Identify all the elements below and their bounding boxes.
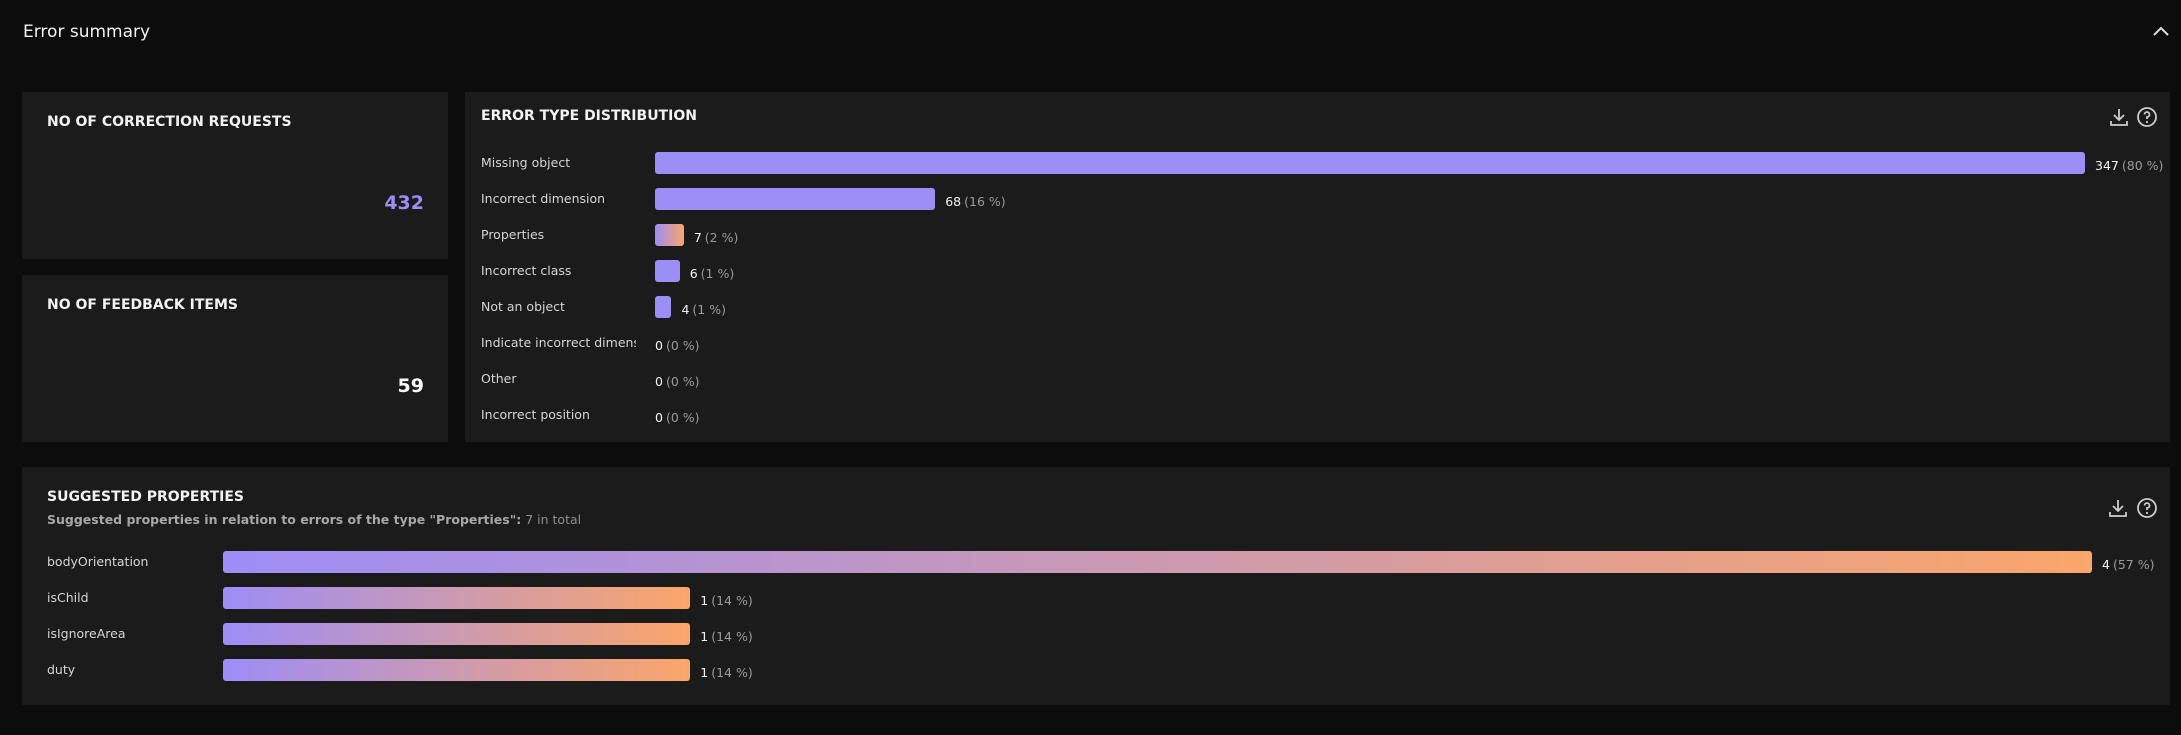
value-label: 4 (1 %) (681, 299, 726, 318)
row-label: duty (47, 662, 76, 677)
percent: (57 %) (2112, 557, 2155, 572)
percent: (1 %) (692, 302, 726, 317)
download-button[interactable] (2108, 106, 2130, 128)
card-title: NO OF CORRECTION REQUESTS (47, 114, 292, 130)
card-value: 59 (397, 375, 424, 397)
percent: (14 %) (711, 665, 753, 680)
percent: (0 %) (665, 374, 700, 389)
value-label: 6 (1 %) (690, 263, 735, 282)
page-title: Error summary (23, 22, 151, 42)
row-label: Incorrect dimension (481, 191, 606, 206)
value-label: 1 (14 %) (700, 662, 752, 681)
row-label: Not an object (481, 299, 565, 314)
count: 1 (700, 593, 709, 608)
percent: (14 %) (711, 593, 753, 608)
percent: (80 %) (2121, 158, 2164, 173)
percent: (1 %) (700, 266, 735, 281)
card: NO OF FEEDBACK ITEMS 59 (22, 275, 448, 442)
bar (655, 260, 680, 282)
help-button[interactable] (2136, 106, 2158, 128)
row-label: isChild (47, 590, 89, 605)
count: 68 (945, 194, 962, 209)
count: 1 (700, 629, 709, 644)
count: 0 (655, 338, 663, 353)
bar (655, 188, 936, 210)
percent: (16 %) (964, 194, 1006, 209)
value-label: 0 (0 %) (655, 335, 700, 354)
bar (223, 623, 691, 645)
bar (223, 659, 691, 681)
help-button[interactable] (2136, 497, 2158, 519)
row-label: isIgnoreArea (47, 626, 126, 641)
count: 0 (655, 374, 663, 389)
download-button[interactable] (2107, 497, 2129, 519)
value-label: 68 (16 %) (945, 191, 1005, 210)
row-label: Other (481, 371, 517, 386)
subtitle-total: 7 in total (525, 512, 582, 527)
row-label: Incorrect position (481, 407, 590, 422)
percent: (14 %) (711, 629, 753, 644)
row-label: Incorrect class (481, 263, 572, 278)
distribution-panel: ERROR TYPE DISTRIBUTION Missing object 34… (465, 92, 2170, 442)
row-label: bodyOrientation (47, 554, 149, 569)
percent: (0 %) (665, 410, 700, 425)
row-label: Missing object (481, 155, 571, 170)
value-label: 1 (14 %) (700, 590, 752, 609)
value-label: 1 (14 %) (700, 626, 752, 645)
row-label: Indicate incorrect dimensi... (481, 335, 636, 350)
card: NO OF CORRECTION REQUESTS 432 (22, 92, 448, 259)
bar (655, 152, 2085, 174)
card-value: 432 (384, 192, 424, 214)
count: 1 (700, 665, 709, 680)
panel-title: SUGGESTED PROPERTIES (47, 489, 245, 505)
value-label: 7 (2 %) (694, 227, 739, 246)
count: 4 (2102, 557, 2110, 572)
bar (223, 587, 691, 609)
suggested-panel: SUGGESTED PROPERTIES Suggested propertie… (22, 467, 2170, 705)
bar (655, 296, 672, 318)
card-title: NO OF FEEDBACK ITEMS (47, 297, 238, 313)
count: 0 (655, 410, 663, 425)
count: 347 (2095, 158, 2119, 173)
percent: (0 %) (665, 338, 700, 353)
value-label: 347 (80 %) (2095, 155, 2163, 174)
row-label: Properties (481, 227, 545, 242)
bar (655, 224, 684, 246)
collapse-button[interactable] (2152, 24, 2170, 38)
count: 4 (681, 302, 690, 317)
value-label: 0 (0 %) (655, 371, 700, 390)
value-label: 0 (0 %) (655, 407, 700, 426)
bar (223, 551, 2092, 573)
subtitle-text: Suggested properties in relation to erro… (47, 512, 522, 527)
percent: (2 %) (704, 230, 739, 245)
count: 7 (693, 230, 702, 245)
panel-title: ERROR TYPE DISTRIBUTION (481, 108, 697, 124)
value-label: 4 (57 %) (2102, 554, 2154, 573)
count: 6 (689, 266, 698, 281)
panel-subtitle: Suggested properties in relation to erro… (47, 512, 581, 527)
